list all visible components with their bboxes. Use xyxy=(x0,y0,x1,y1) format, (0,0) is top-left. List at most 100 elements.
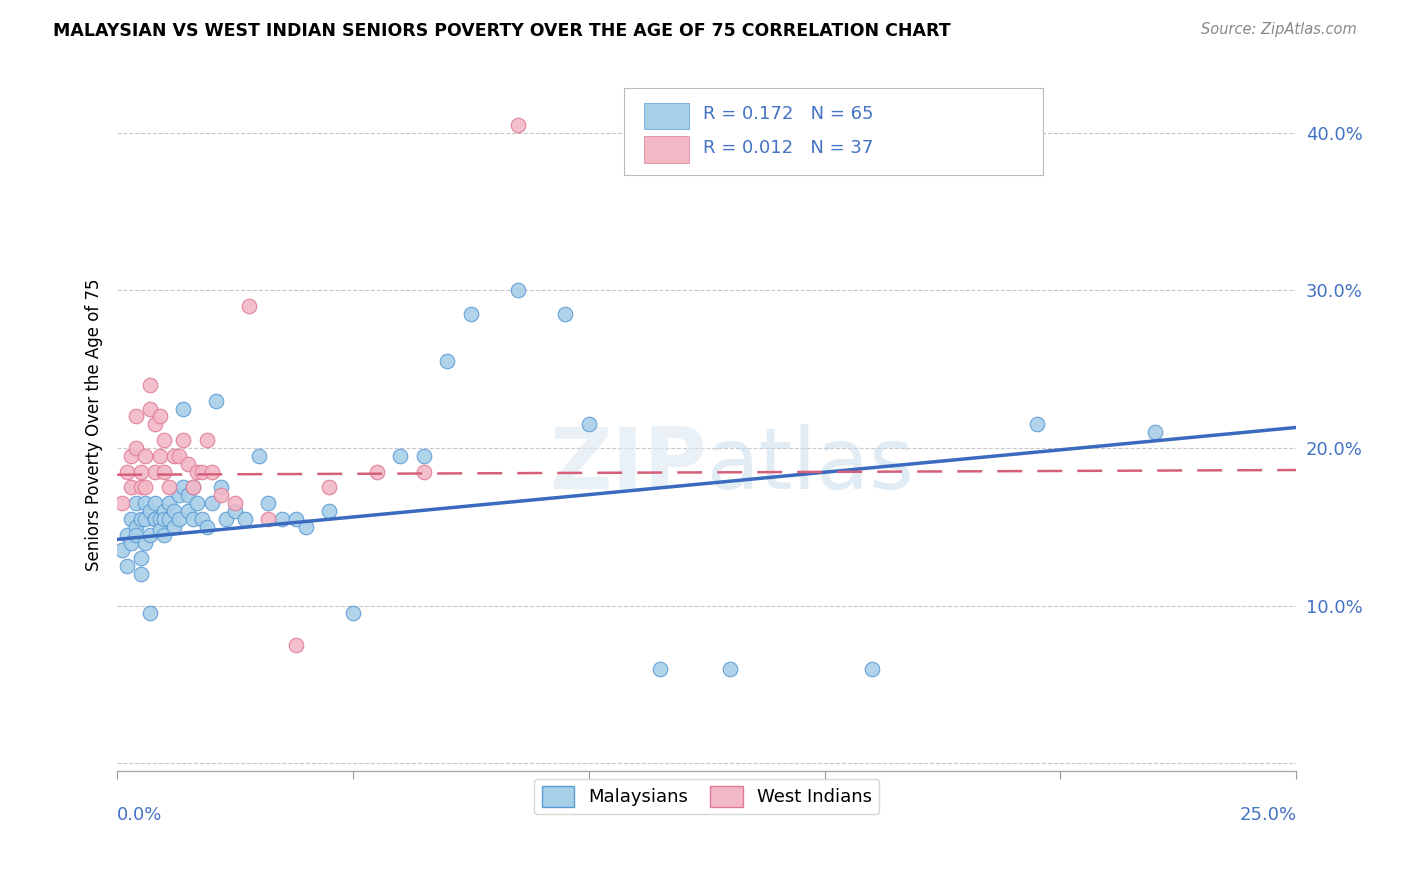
Point xyxy=(134,535,156,549)
Point xyxy=(718,662,741,676)
Text: R = 0.172   N = 65: R = 0.172 N = 65 xyxy=(703,105,873,123)
Point xyxy=(318,480,340,494)
Point xyxy=(157,480,180,494)
Point xyxy=(111,496,134,510)
Point xyxy=(271,512,294,526)
Point xyxy=(460,307,482,321)
Text: ZIP: ZIP xyxy=(548,425,707,508)
Point xyxy=(163,449,186,463)
Point xyxy=(191,465,214,479)
Point xyxy=(412,465,434,479)
Text: 25.0%: 25.0% xyxy=(1239,805,1296,824)
Point xyxy=(139,377,162,392)
Point xyxy=(167,449,190,463)
Point xyxy=(120,535,142,549)
Point xyxy=(120,480,142,494)
Point xyxy=(195,520,218,534)
Point xyxy=(153,465,176,479)
Point xyxy=(205,393,228,408)
Text: atlas: atlas xyxy=(707,425,915,508)
Point xyxy=(120,512,142,526)
Point xyxy=(125,496,148,510)
Point xyxy=(506,118,529,132)
Point xyxy=(153,504,176,518)
Point xyxy=(181,480,204,494)
Text: MALAYSIAN VS WEST INDIAN SENIORS POVERTY OVER THE AGE OF 75 CORRELATION CHART: MALAYSIAN VS WEST INDIAN SENIORS POVERTY… xyxy=(53,22,950,40)
Point xyxy=(177,504,200,518)
Point xyxy=(111,543,134,558)
Point xyxy=(224,504,246,518)
Point xyxy=(149,409,172,424)
Point xyxy=(153,433,176,447)
Point xyxy=(125,409,148,424)
Point xyxy=(134,480,156,494)
Point xyxy=(157,512,180,526)
Point xyxy=(200,465,222,479)
Point xyxy=(167,488,190,502)
Point xyxy=(143,465,166,479)
Point xyxy=(238,299,260,313)
Point xyxy=(153,527,176,541)
Point xyxy=(139,401,162,416)
Point xyxy=(115,527,138,541)
Text: Source: ZipAtlas.com: Source: ZipAtlas.com xyxy=(1201,22,1357,37)
Point xyxy=(554,307,576,321)
Point xyxy=(172,480,194,494)
Point xyxy=(181,480,204,494)
Text: 0.0%: 0.0% xyxy=(117,805,163,824)
Point xyxy=(125,441,148,455)
Point xyxy=(139,527,162,541)
Point xyxy=(134,512,156,526)
Point xyxy=(163,504,186,518)
Point xyxy=(412,449,434,463)
Point xyxy=(389,449,412,463)
Point xyxy=(129,551,152,566)
FancyBboxPatch shape xyxy=(644,103,689,129)
Point xyxy=(157,496,180,510)
Point xyxy=(318,504,340,518)
Point xyxy=(134,449,156,463)
Point xyxy=(285,638,308,652)
Point xyxy=(129,480,152,494)
Point xyxy=(285,512,308,526)
FancyBboxPatch shape xyxy=(624,87,1043,175)
Point xyxy=(247,449,270,463)
Point xyxy=(181,512,204,526)
Point xyxy=(209,488,232,502)
Point xyxy=(1143,425,1166,439)
Point xyxy=(134,496,156,510)
Point xyxy=(295,520,318,534)
Point xyxy=(257,512,280,526)
Point xyxy=(172,401,194,416)
Point xyxy=(648,662,671,676)
Point xyxy=(1025,417,1047,432)
Point xyxy=(209,480,232,494)
Point xyxy=(115,559,138,574)
Point xyxy=(143,512,166,526)
Point xyxy=(366,465,388,479)
Point xyxy=(233,512,256,526)
Point xyxy=(153,512,176,526)
Point xyxy=(342,607,364,621)
FancyBboxPatch shape xyxy=(644,136,689,162)
Point xyxy=(860,662,883,676)
Point xyxy=(578,417,600,432)
Legend: Malaysians, West Indians: Malaysians, West Indians xyxy=(534,779,879,814)
Point xyxy=(139,607,162,621)
Point xyxy=(167,512,190,526)
Point xyxy=(129,567,152,582)
Point xyxy=(163,520,186,534)
Point xyxy=(120,449,142,463)
Point xyxy=(129,465,152,479)
Point xyxy=(191,512,214,526)
Point xyxy=(149,449,172,463)
Point xyxy=(125,520,148,534)
Point xyxy=(143,417,166,432)
Point xyxy=(129,512,152,526)
Point xyxy=(143,512,166,526)
Point xyxy=(186,496,208,510)
Point xyxy=(215,512,238,526)
Y-axis label: Seniors Poverty Over the Age of 75: Seniors Poverty Over the Age of 75 xyxy=(86,278,103,571)
Point xyxy=(177,488,200,502)
Point xyxy=(436,354,458,368)
